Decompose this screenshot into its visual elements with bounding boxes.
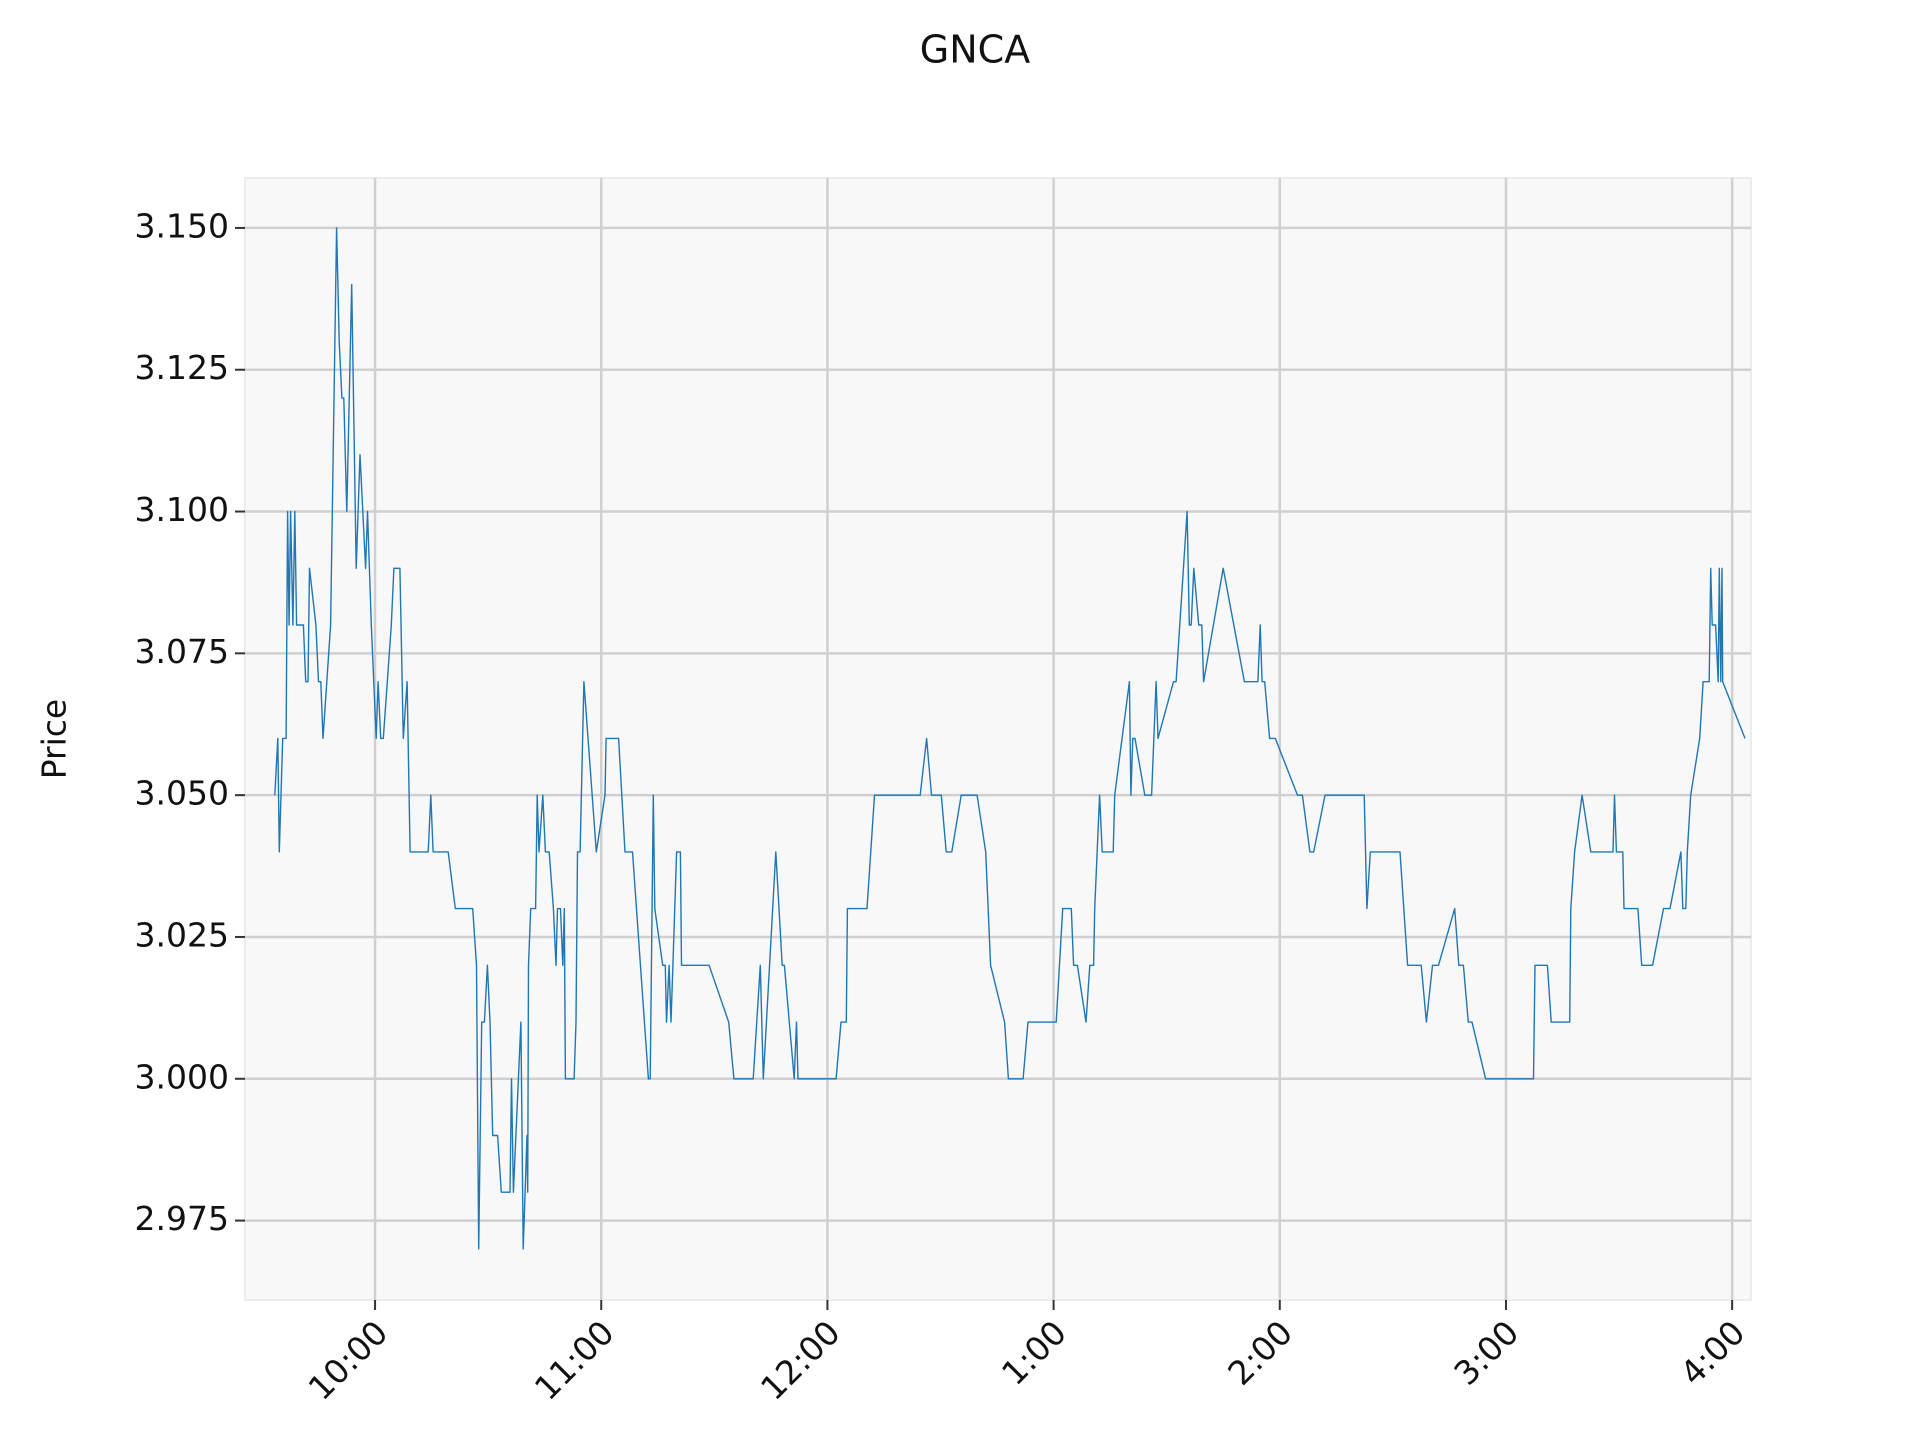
- y-tick-label: 3.125: [135, 348, 229, 387]
- x-tick-label: 11:00: [527, 1313, 622, 1408]
- x-tick-label: 12:00: [753, 1313, 848, 1408]
- y-axis-label: Price: [35, 699, 74, 780]
- x-tick-label: 4:00: [1673, 1313, 1753, 1393]
- chart-title: GNCA: [920, 28, 1030, 72]
- y-tick-label: 3.000: [135, 1057, 229, 1096]
- y-tick-label: 3.025: [135, 915, 229, 954]
- y-tick-label: 2.975: [135, 1199, 229, 1238]
- y-tick-label: 3.150: [135, 206, 229, 245]
- x-tick-label: 2:00: [1220, 1313, 1300, 1393]
- x-tick-label: 3:00: [1446, 1313, 1526, 1393]
- y-tick-label: 3.100: [135, 490, 229, 529]
- y-tick-label: 3.075: [135, 632, 229, 671]
- plot-area: [244, 177, 1752, 1301]
- price-line: [274, 227, 1746, 1250]
- x-tick-label: 10:00: [301, 1313, 396, 1408]
- y-tick-label: 3.050: [135, 774, 229, 813]
- x-tick-label: 1:00: [994, 1313, 1074, 1393]
